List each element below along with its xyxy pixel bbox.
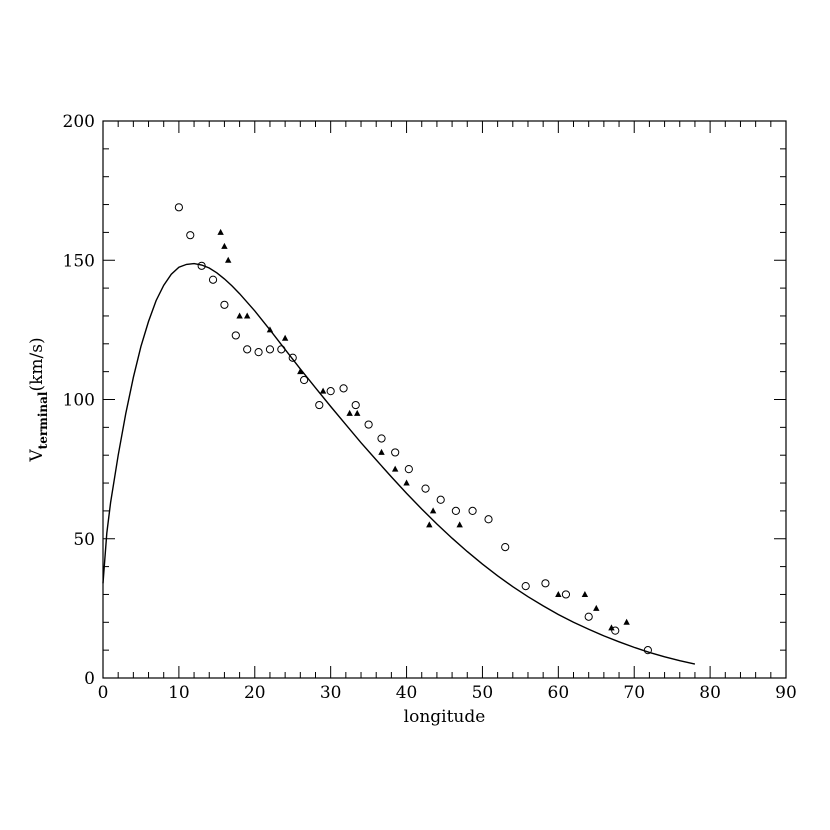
x-axis-label: longitude bbox=[404, 707, 486, 727]
x-tick-label: 10 bbox=[168, 683, 190, 703]
open-circle-point bbox=[421, 484, 430, 493]
y-axis-label-main: V bbox=[27, 449, 47, 463]
open-circle-point bbox=[197, 261, 206, 270]
open-circle-point bbox=[231, 331, 240, 340]
open-circle-point bbox=[208, 275, 218, 284]
filled-triangle-point bbox=[236, 312, 243, 319]
open-circle-point bbox=[561, 590, 571, 599]
open-circle-point bbox=[584, 612, 593, 621]
x-tick-label: 60 bbox=[548, 683, 570, 703]
filled-triangle-point bbox=[426, 521, 433, 528]
open-circle-point bbox=[391, 448, 400, 457]
open-circle-point bbox=[501, 543, 510, 552]
open-circle-point bbox=[436, 495, 445, 504]
open-circle-point bbox=[326, 387, 335, 396]
plot-frame bbox=[102, 120, 787, 679]
open-circle-point bbox=[265, 345, 275, 354]
x-tick-label: 20 bbox=[244, 683, 266, 703]
x-tick-label: 50 bbox=[472, 683, 494, 703]
tick-labels: 0 10 20 30 40 50 60 70 80 90 0 50 100 150 200 bbox=[63, 112, 797, 703]
axis-ticks bbox=[102, 120, 787, 679]
x-tick-label: 90 bbox=[775, 683, 797, 703]
open-circle-point bbox=[315, 400, 324, 410]
x-tick-label: 0 bbox=[98, 683, 109, 703]
open-circle-point bbox=[277, 345, 286, 354]
filled-triangle-point bbox=[555, 590, 562, 597]
filled-triangle-point bbox=[243, 312, 251, 319]
filled-triangle-point bbox=[281, 334, 289, 341]
filled-triangle-point bbox=[266, 326, 274, 333]
open-circle-point bbox=[484, 515, 493, 524]
open-circle-point bbox=[243, 345, 252, 354]
open-circle-point bbox=[468, 506, 477, 515]
open-circle-point bbox=[339, 384, 348, 393]
y-tick-label: 0 bbox=[84, 669, 95, 689]
open-circle-point bbox=[521, 581, 530, 591]
filled-triangle-point bbox=[608, 624, 615, 631]
filled-triangle-point bbox=[378, 448, 385, 455]
x-tick-label: 70 bbox=[623, 683, 645, 703]
filled-triangle-point bbox=[623, 618, 630, 625]
open-circle-point bbox=[254, 348, 263, 357]
y-tick-label: 200 bbox=[63, 112, 95, 132]
filled-triangle-point bbox=[581, 590, 589, 597]
filled-triangle-point bbox=[217, 228, 224, 235]
x-tick-label: 80 bbox=[699, 683, 721, 703]
filled-triangle-point bbox=[297, 368, 304, 375]
open-circle-point bbox=[288, 353, 297, 362]
open-circle-point bbox=[220, 300, 229, 309]
open-circle-point bbox=[451, 506, 460, 515]
open-circle-point bbox=[377, 434, 386, 443]
y-axis-label-subscript: terminal bbox=[36, 391, 50, 449]
filled-triangle-point bbox=[225, 256, 232, 263]
filled-triangle-point bbox=[593, 604, 600, 611]
filled-triangle-point bbox=[354, 409, 361, 416]
open-circle-point bbox=[174, 203, 183, 212]
open-circle-point bbox=[404, 465, 413, 474]
y-tick-label: 100 bbox=[63, 391, 95, 411]
x-tick-label: 30 bbox=[320, 683, 342, 703]
y-tick-label: 50 bbox=[73, 530, 95, 550]
filled-triangle-point bbox=[456, 521, 463, 528]
y-axis-label: Vterminal(km/s) bbox=[27, 337, 50, 462]
open-circle-point bbox=[351, 400, 360, 410]
open-circle-point bbox=[611, 626, 620, 635]
open-circle-point bbox=[300, 375, 309, 385]
open-circle-point bbox=[541, 579, 550, 588]
data-points bbox=[174, 203, 652, 655]
open-circle-point bbox=[186, 231, 195, 240]
filled-triangle-point bbox=[319, 387, 327, 394]
y-tick-label: 150 bbox=[63, 251, 95, 271]
filled-triangle-point bbox=[221, 242, 228, 249]
filled-triangle-point bbox=[429, 507, 437, 514]
x-tick-label: 40 bbox=[396, 683, 418, 703]
filled-triangle-point bbox=[346, 409, 353, 416]
filled-triangle-point bbox=[403, 479, 410, 486]
model-curve bbox=[102, 262, 696, 665]
y-axis-label-units: (km/s) bbox=[27, 337, 47, 391]
filled-triangle-point bbox=[391, 465, 399, 472]
open-circle-point bbox=[643, 646, 652, 655]
open-circle-point bbox=[364, 420, 373, 429]
